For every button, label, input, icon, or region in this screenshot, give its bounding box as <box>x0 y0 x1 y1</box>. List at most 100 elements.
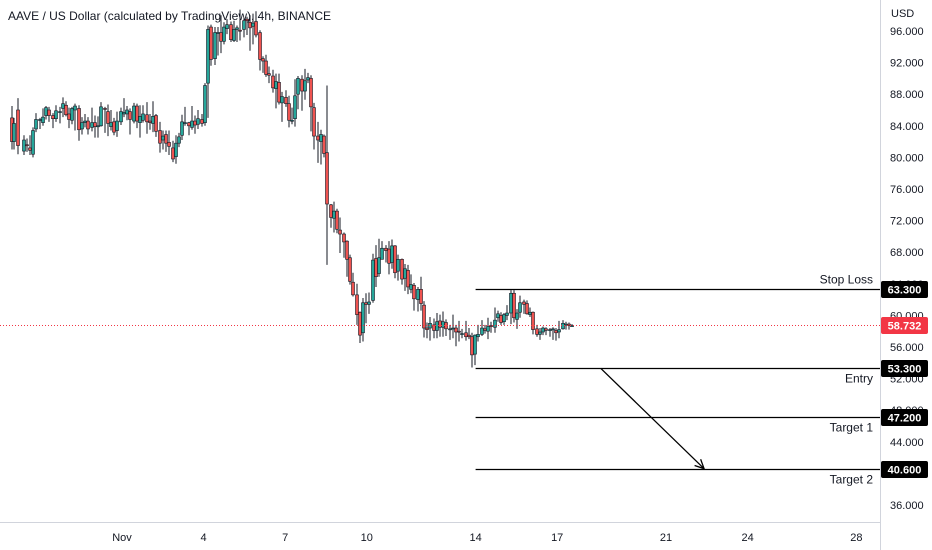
candle <box>222 22 226 45</box>
x-tick-label: 17 <box>551 532 563 544</box>
candle <box>567 322 571 330</box>
candle <box>422 301 426 338</box>
candle <box>296 76 300 110</box>
candle <box>425 322 429 339</box>
candle <box>64 101 68 117</box>
candle <box>518 295 522 318</box>
candle <box>280 91 284 122</box>
candle <box>454 324 458 347</box>
candle <box>93 115 97 138</box>
candle <box>145 102 149 134</box>
candle <box>367 292 371 314</box>
svg-text:63.300: 63.300 <box>888 285 922 297</box>
candle <box>531 311 535 335</box>
candle <box>135 103 139 129</box>
candle <box>254 11 258 38</box>
candle <box>473 334 477 366</box>
y-tick-label: 76.000 <box>890 184 924 196</box>
price-badges: 63.300 53.300 47.200 40.600 58.732 <box>881 281 928 478</box>
candle <box>264 54 268 77</box>
candle <box>196 110 200 129</box>
candle <box>77 105 81 141</box>
candle <box>106 104 110 137</box>
time-axis-ticks[interactable]: Nov 4 7 10 14 17 21 24 28 <box>112 532 862 544</box>
level-label: Target 1 <box>830 421 874 435</box>
y-tick-label: 36.000 <box>890 500 924 512</box>
candle <box>377 238 381 277</box>
level-price-badge: 63.300 <box>881 281 928 298</box>
trade-arrow <box>600 367 706 470</box>
candle <box>80 117 84 135</box>
candle <box>41 108 45 126</box>
candle <box>557 320 561 339</box>
candle <box>245 16 249 35</box>
candle <box>489 321 493 333</box>
x-tick-label: 14 <box>469 532 481 544</box>
candle <box>258 30 262 71</box>
candle <box>322 134 326 158</box>
candle <box>277 73 281 105</box>
y-tick-label: 88.000 <box>890 89 924 101</box>
y-tick-label: 44.000 <box>890 437 924 449</box>
candle <box>54 105 58 122</box>
candle <box>293 79 297 127</box>
candle <box>312 102 316 150</box>
candle <box>47 106 51 122</box>
candle <box>267 66 271 84</box>
candle <box>457 320 461 342</box>
candle <box>16 98 20 155</box>
candle <box>73 103 77 131</box>
y-tick-label: 84.000 <box>890 121 924 133</box>
y-tick-label: 92.000 <box>890 58 924 70</box>
x-tick-label: 7 <box>282 532 288 544</box>
candle <box>203 83 207 126</box>
level-label: Stop Loss <box>820 273 873 287</box>
y-tick-label: 96.000 <box>890 26 924 38</box>
chart-title: AAVE / US Dollar (calculated by TradingV… <box>8 9 331 23</box>
candle <box>502 313 506 325</box>
candle <box>342 232 346 258</box>
level-label: Target 2 <box>830 473 874 487</box>
candle <box>515 309 519 329</box>
candle <box>99 102 103 127</box>
candle <box>406 264 410 295</box>
candle <box>232 20 236 43</box>
candle <box>70 106 74 125</box>
candle <box>229 21 233 43</box>
candle <box>86 117 90 135</box>
current-price-badge: 58.732 <box>881 317 928 334</box>
candle <box>396 254 400 281</box>
candle <box>538 328 542 340</box>
candle <box>309 75 313 132</box>
candle <box>348 254 352 285</box>
candle <box>493 307 497 333</box>
candle <box>287 95 291 128</box>
candle <box>213 27 217 65</box>
candle <box>570 324 574 327</box>
candle <box>154 113 158 137</box>
candle <box>544 327 548 336</box>
levels-layer: Stop Loss Entry Target 1 Target 2 <box>475 273 880 487</box>
x-tick-label: 24 <box>741 532 753 544</box>
candle <box>460 328 464 339</box>
candle <box>486 317 490 340</box>
candle <box>355 283 359 325</box>
currency-label: USD <box>891 8 914 20</box>
level-price-badge: 47.200 <box>881 409 928 426</box>
candle <box>476 324 480 342</box>
candle <box>284 90 288 107</box>
candle <box>242 18 246 38</box>
candle <box>464 320 468 341</box>
x-tick-label: 10 <box>361 532 373 544</box>
x-tick-label: 21 <box>660 532 672 544</box>
candle <box>31 127 35 158</box>
candle <box>119 107 123 126</box>
candle <box>238 9 242 41</box>
y-tick-label: 56.000 <box>890 342 924 354</box>
candle <box>325 85 329 265</box>
candle <box>380 241 384 260</box>
price-axis-ticks[interactable]: 96.000 92.000 88.000 84.000 80.000 76.000 72.0… <box>890 26 924 512</box>
candle <box>235 25 239 43</box>
